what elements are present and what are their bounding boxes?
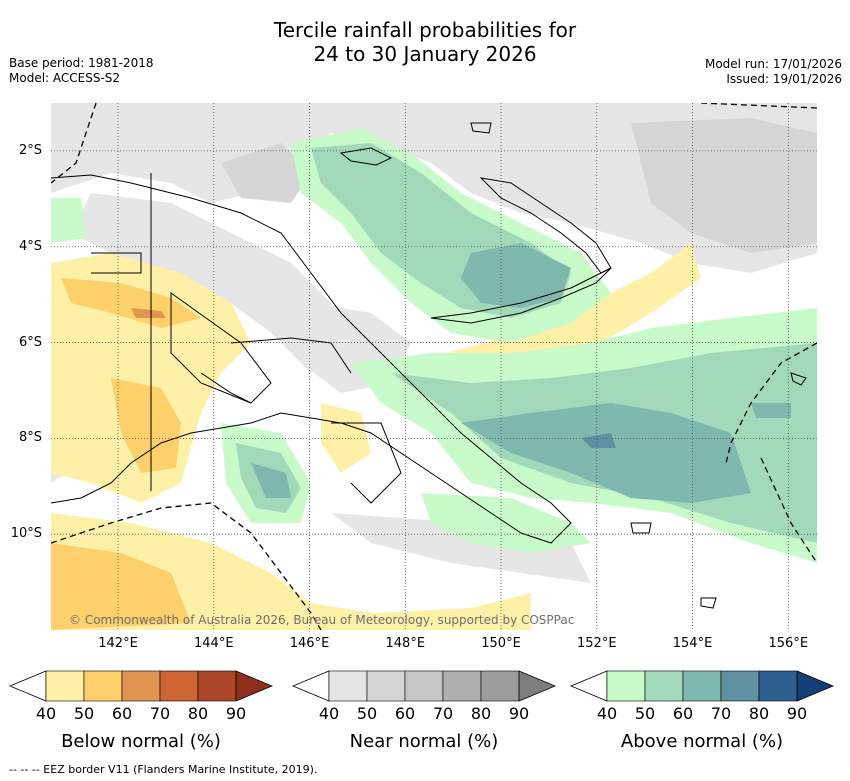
colorbar-segment [404, 670, 444, 702]
eez-borders [51, 103, 817, 630]
colorbar-segment [366, 670, 406, 702]
eez-footer: -- -- -- EEZ border V11 (Flanders Marine… [9, 763, 318, 776]
title-line-2: 24 to 30 January 2026 [313, 42, 537, 66]
colorbar-segment [682, 670, 722, 702]
colorbar-tick: 50 [73, 704, 95, 723]
colorbar-segment [328, 670, 368, 702]
colorbar-segment [159, 670, 199, 702]
coastlines [51, 122, 807, 609]
lon-label: 148°E [385, 636, 426, 651]
graticule [51, 103, 817, 630]
lon-label: 144°E [194, 636, 234, 651]
colorbar-tick: 90 [508, 704, 530, 723]
colorbar-below-normal [8, 670, 274, 702]
colorbar-tick: 60 [672, 704, 694, 723]
colorbar-near-normal [291, 670, 557, 702]
lat-label: 10°S [10, 526, 42, 542]
above-normal-regions [51, 128, 817, 563]
colorbar-tick: 70 [710, 704, 732, 723]
colorbar-tick: 70 [149, 704, 171, 723]
colorbar-segment [442, 670, 482, 702]
lat-label: 4°S [18, 238, 42, 254]
rainfall-map [51, 103, 817, 630]
lon-label: 152°E [577, 636, 617, 651]
colorbar-title: Below normal (%) [61, 731, 221, 752]
meta-left: Base period: 1981-2018 Model: ACCESS-S2 [9, 56, 154, 86]
lon-label: 150°E [481, 636, 521, 651]
colorbar-tick: 90 [225, 704, 247, 723]
meta-right: Model run: 17/01/2026 Issued: 19/01/2026 [705, 57, 842, 87]
lon-label: 142°E [98, 636, 138, 651]
colorbar-tick: 60 [394, 704, 416, 723]
colorbar-tick: 50 [356, 704, 378, 723]
colorbar-tick: 80 [470, 704, 492, 723]
colorbar-tick: 40 [35, 704, 57, 723]
colorbar-title: Near normal (%) [349, 731, 499, 752]
chart-title: Tercile rainfall probabilities for 24 to… [0, 18, 850, 66]
colorbar-tick: 90 [786, 704, 808, 723]
lon-label: 154°E [672, 636, 713, 651]
colorbar-segment [606, 670, 646, 702]
model-run: Model run: 17/01/2026 [704, 57, 842, 71]
colorbar-tick: 40 [318, 704, 340, 723]
colorbar-segment [758, 670, 798, 702]
colorbar-extend-left [8, 670, 47, 702]
colorbar-segment [720, 670, 760, 702]
colorbar-tick: 50 [634, 704, 656, 723]
colorbar-above-normal [569, 670, 835, 702]
colorbar-segment [644, 670, 684, 702]
colorbar-extend-right [518, 670, 557, 702]
colorbar-segment [197, 670, 237, 702]
colorbar-extend-left [291, 670, 330, 702]
lon-label: 156°E [768, 636, 809, 651]
colorbar-tick: 80 [748, 704, 770, 723]
copyright-notice: © Commonwealth of Australia 2026, Bureau… [69, 613, 575, 627]
lat-label: 2°S [18, 142, 42, 158]
colorbar-extend-right [235, 670, 274, 702]
colorbar-title: Above normal (%) [620, 731, 784, 752]
lon-label: 146°E [289, 636, 330, 651]
colorbar-tick: 80 [187, 704, 209, 723]
colorbar-tick: 70 [432, 704, 454, 723]
title-line-1: Tercile rainfall probabilities for [273, 18, 577, 42]
near-normal-regions [51, 103, 817, 583]
colorbar-extend-right [796, 670, 835, 702]
colorbars [8, 670, 835, 702]
colorbar-tick: 60 [111, 704, 133, 723]
model-name: Model: ACCESS-S2 [9, 71, 121, 85]
colorbar-tick: 40 [596, 704, 618, 723]
colorbar-extend-left [569, 670, 608, 702]
colorbar-segment [480, 670, 520, 702]
colorbar-segment [83, 670, 123, 702]
colorbar-segment [45, 670, 85, 702]
base-period: Base period: 1981-2018 [9, 56, 154, 70]
colorbar-segment [121, 670, 161, 702]
issued-date: Issued: 19/01/2026 [726, 72, 842, 86]
lat-label: 8°S [18, 430, 42, 446]
lat-label: 6°S [18, 334, 42, 350]
